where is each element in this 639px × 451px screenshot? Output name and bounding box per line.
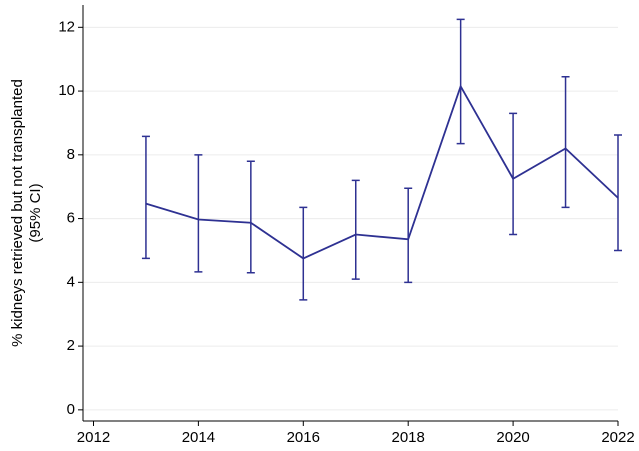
y-axis-label: (95% CI) <box>27 183 44 242</box>
y-tick-label: 12 <box>58 18 75 35</box>
error-bar <box>246 160 255 274</box>
error-bar <box>456 18 465 145</box>
error-bar <box>351 179 360 280</box>
error-bar <box>561 75 570 209</box>
y-tick-label: 8 <box>67 146 75 163</box>
x-tick-label: 2012 <box>77 429 110 446</box>
error-bar <box>194 154 203 273</box>
y-axis-label: % kidneys retrieved but not transplanted <box>9 79 26 347</box>
error-bar <box>614 134 622 252</box>
error-bar <box>141 135 150 260</box>
error-bar <box>509 112 518 236</box>
x-tick-label: 2018 <box>392 429 425 446</box>
x-tick-label: 2014 <box>182 429 215 446</box>
y-tick-label: 4 <box>67 273 75 290</box>
data-line <box>145 84 619 260</box>
x-tick-label: 2016 <box>287 429 320 446</box>
x-tick-label: 2020 <box>496 429 529 446</box>
y-tick-label: 10 <box>58 82 75 99</box>
error-bar <box>299 206 308 301</box>
y-tick-label: 2 <box>67 337 75 354</box>
y-tick-label: 6 <box>67 210 75 227</box>
x-tick-label: 2022 <box>601 429 634 446</box>
y-tick-label: 0 <box>67 401 75 418</box>
error-bar <box>404 187 413 284</box>
